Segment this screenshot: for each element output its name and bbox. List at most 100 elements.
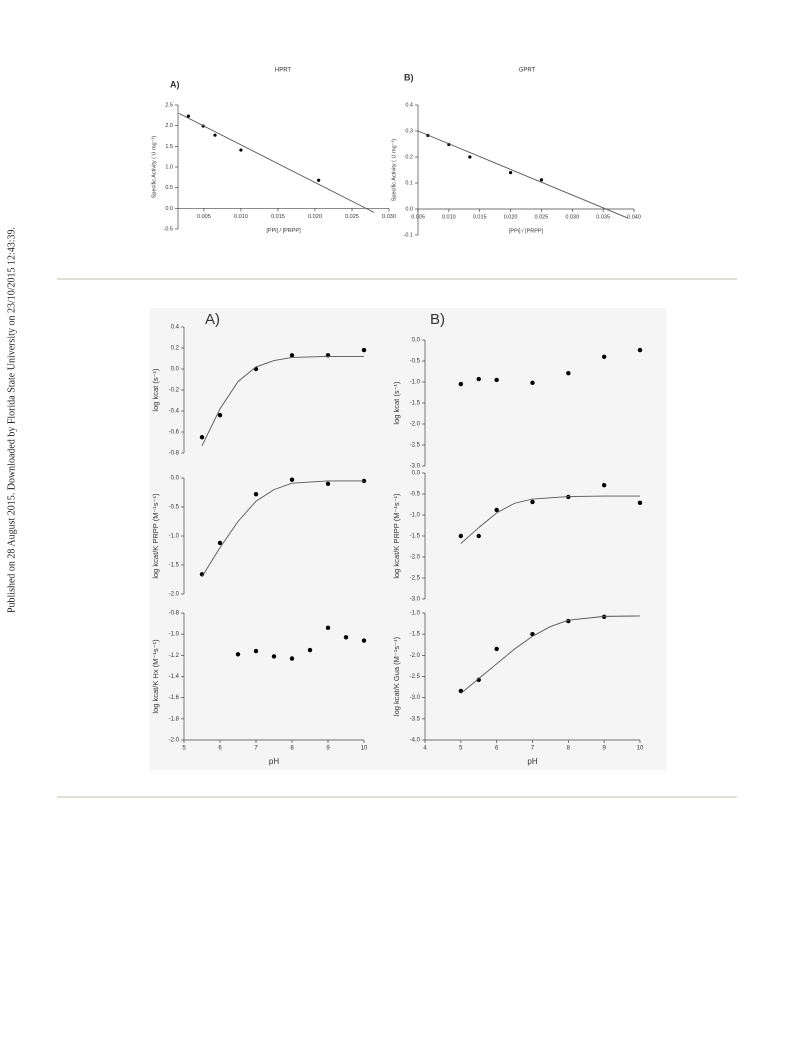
y-tick-label: -0.6: [169, 430, 180, 436]
y-tick-label: -1.2: [169, 653, 180, 659]
data-point: [325, 625, 331, 631]
panel-label: B): [430, 311, 445, 328]
y-tick-label: -0.8: [169, 611, 180, 617]
y-tick-label: -1.5: [410, 534, 421, 540]
x-tick-label: 0.005: [197, 214, 211, 220]
x-tick-label: 9: [326, 746, 330, 752]
data-point: [637, 347, 643, 353]
x-tick-label: 6: [218, 746, 222, 752]
data-point: [468, 155, 472, 159]
x-tick-label: 9: [602, 746, 606, 752]
y-tick-label: -1.5: [169, 563, 180, 569]
chart-title: HPRT: [275, 68, 292, 74]
data-point: [530, 380, 535, 386]
x-tick-label: 4: [423, 746, 427, 752]
y-tick-label: -0.8: [169, 451, 180, 457]
x-tick-label: 10: [361, 746, 368, 752]
data-point: [494, 377, 499, 383]
data-point: [317, 178, 321, 182]
y-tick-label: 0.0: [171, 367, 180, 373]
y-tick-label: -1.0: [169, 534, 180, 540]
data-point: [530, 499, 535, 505]
data-point: [199, 435, 205, 440]
data-point: [361, 347, 367, 353]
data-point: [601, 354, 607, 359]
data-point: [494, 507, 499, 513]
y-tick-label: 1.5: [165, 144, 173, 150]
data-point: [271, 654, 277, 659]
y-tick-label: 1.0: [165, 164, 173, 170]
data-point: [476, 376, 481, 382]
x-tick-label: 0.030: [382, 214, 396, 220]
data-point: [494, 646, 499, 652]
y-axis-label: log kcat/K PRPP (M⁻¹s⁻¹): [151, 493, 160, 579]
x-tick-label: 0.030: [565, 214, 579, 220]
y-tick-label: 0.4: [171, 325, 180, 331]
data-point: [289, 656, 295, 661]
y-tick-label: -4.0: [410, 738, 421, 744]
fit-line: [417, 130, 629, 219]
fit-line: [201, 480, 364, 577]
data-point: [307, 647, 313, 653]
data-point: [217, 413, 223, 418]
y-tick-label: -2.5: [410, 674, 421, 680]
panel-label: A): [205, 311, 220, 328]
y-axis-label: log kcat/K PRPP (M⁻¹s⁻¹): [392, 493, 401, 579]
data-point: [476, 533, 481, 539]
y-tick-label: 0.2: [171, 346, 180, 352]
data-point: [186, 114, 190, 118]
x-tick-label: 6: [495, 746, 499, 752]
y-tick-label: -0.4: [169, 409, 180, 415]
x-tick-label: 8: [567, 746, 571, 752]
fit-line: [178, 112, 375, 213]
y-tick-label: -3.5: [410, 716, 421, 722]
y-tick-label: 0.0: [412, 338, 421, 344]
data-point: [325, 481, 331, 486]
data-point: [361, 638, 367, 643]
x-tick-label: 7: [531, 746, 535, 752]
x-tick-label: 0.010: [234, 214, 248, 220]
panel-label: B): [404, 72, 414, 82]
y-tick-label: -2.5: [410, 576, 421, 582]
data-point: [235, 652, 241, 657]
y-axis-label: Specific Activity ( U mg⁻¹): [151, 136, 157, 199]
y-tick-label: -3.0: [410, 695, 421, 701]
y-tick-label: -2.0: [169, 738, 180, 744]
data-point: [217, 540, 223, 546]
y-tick-label: 2.0: [165, 123, 173, 129]
y-tick-label: 0.5: [165, 185, 173, 191]
y-tick-label: 0.0: [165, 206, 173, 212]
y-tick-label: -0.5: [164, 226, 173, 232]
x-tick-label: 0.010: [442, 214, 456, 220]
x-tick-label: 0.025: [535, 214, 549, 220]
y-axis-label: log kcat/K Hx (M⁻¹s⁻¹): [151, 639, 160, 714]
y-tick-label: 0.4: [405, 102, 413, 108]
y-tick-label: -1.0: [410, 611, 421, 617]
x-axis-label: [PPi] / [PRPP]: [266, 228, 301, 234]
x-axis-label: pH: [527, 757, 537, 766]
data-point: [343, 635, 349, 640]
x-tick-label: 0.005: [411, 214, 425, 220]
x-tick-label: 5: [182, 746, 186, 752]
y-tick-label: -1.5: [410, 401, 421, 407]
fit-line: [460, 495, 640, 544]
chart-title: GPRT: [519, 68, 536, 74]
data-point: [566, 370, 571, 376]
data-point: [637, 500, 643, 506]
y-tick-label: -2.5: [410, 443, 421, 449]
x-tick-label: 0.015: [473, 214, 487, 220]
y-axis-label: Specific Activity ( U mg⁻¹): [391, 139, 397, 202]
y-tick-label: -1.0: [410, 513, 421, 519]
y-tick-label: -1.4: [169, 674, 180, 680]
y-tick-label: -2.0: [410, 653, 421, 659]
y-tick-label: 0.0: [405, 206, 413, 212]
side-note: Published on 28 August 2015. Downloaded …: [6, 227, 17, 613]
x-tick-label: 10: [637, 746, 644, 752]
y-tick-label: 0.0: [171, 476, 180, 482]
data-point: [239, 148, 243, 152]
y-tick-label: -2.0: [410, 555, 421, 561]
data-point: [213, 133, 217, 137]
x-tick-label: 7: [254, 746, 258, 752]
data-point: [253, 648, 259, 654]
